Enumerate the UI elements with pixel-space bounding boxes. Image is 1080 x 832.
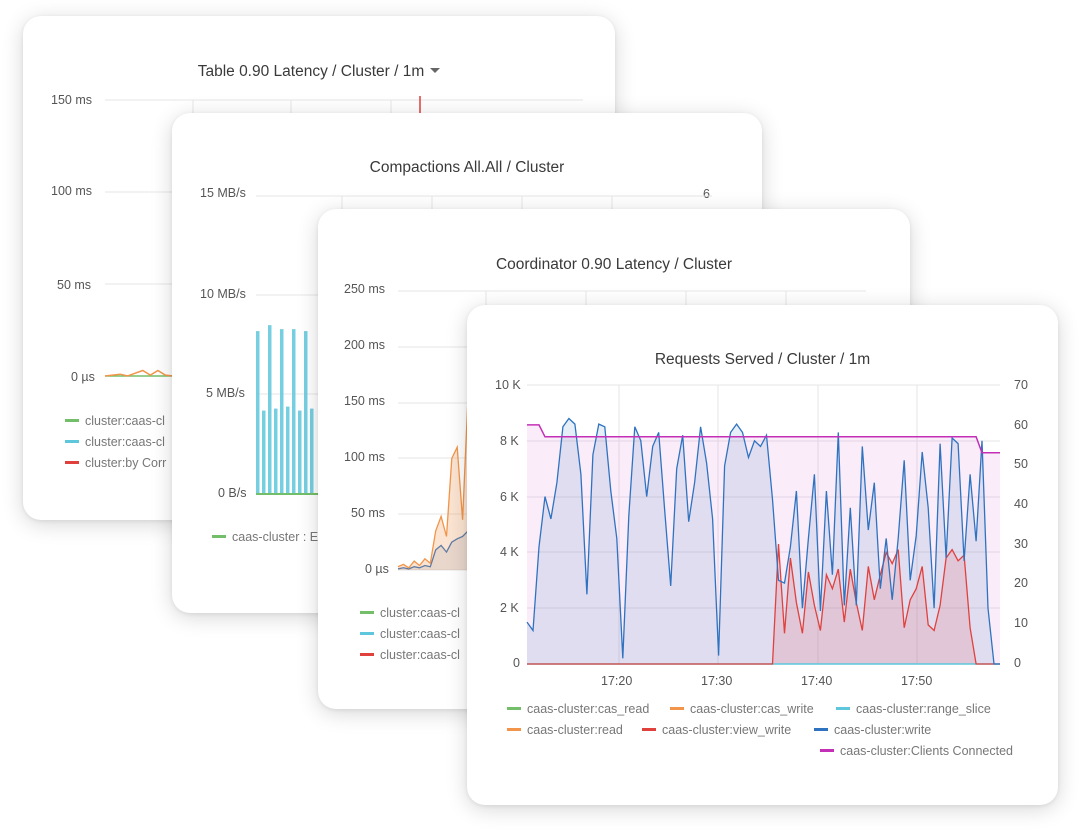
legend-swatch bbox=[360, 653, 374, 657]
y-tick: 0 µs bbox=[71, 370, 95, 384]
panel-title[interactable]: Table 0.90 Latency / Cluster / 1m bbox=[23, 63, 615, 81]
panel-title[interactable]: Requests Served / Cluster / 1m bbox=[654, 351, 871, 368]
legend-item[interactable]: cluster:caas-cl bbox=[360, 627, 460, 641]
y-tick: 10 K bbox=[495, 378, 521, 392]
series-area bbox=[398, 397, 468, 570]
y2-tick: 70 bbox=[1014, 378, 1028, 392]
y-tick: 100 ms bbox=[51, 184, 92, 198]
legend-item[interactable]: cluster:caas-cl bbox=[360, 648, 460, 662]
y-tick: 100 ms bbox=[344, 450, 385, 464]
legend-item[interactable]: cluster:by Corr bbox=[65, 456, 166, 470]
requests-served-plot bbox=[526, 384, 1000, 665]
legend-item[interactable]: caas-cluster : E bbox=[212, 530, 318, 544]
x-tick: 17:40 bbox=[801, 674, 833, 688]
x-tick: 17:50 bbox=[901, 674, 933, 688]
panel-requests-served: Requests Served / Cluster / 1m 10 K 8 K … bbox=[467, 305, 1058, 805]
y2-tick: 60 bbox=[1014, 418, 1028, 432]
chevron-down-icon[interactable] bbox=[430, 68, 441, 74]
series-line bbox=[104, 369, 174, 377]
legend-item[interactable]: caas-cluster:write bbox=[814, 723, 931, 737]
series-line bbox=[527, 424, 1000, 454]
legend-swatch bbox=[814, 728, 828, 732]
series-area bbox=[527, 418, 1000, 664]
y-tick: 6 K bbox=[500, 490, 519, 504]
y-tick: 8 K bbox=[500, 434, 519, 448]
legend-item[interactable]: caas-cluster:read bbox=[507, 723, 623, 737]
y2-tick: 40 bbox=[1014, 497, 1028, 511]
legend-item[interactable]: caas-cluster:view_write bbox=[642, 723, 791, 737]
bar bbox=[304, 331, 308, 494]
y-tick: 200 ms bbox=[344, 338, 385, 352]
y-tick: 0 bbox=[513, 656, 520, 670]
bar bbox=[268, 325, 272, 494]
panel-title[interactable]: Compactions All.All / Cluster bbox=[369, 159, 565, 176]
y-tick: 10 MB/s bbox=[200, 287, 246, 301]
legend-item[interactable]: cluster:caas-cl bbox=[360, 606, 460, 620]
y-tick: 4 K bbox=[500, 545, 519, 559]
legend-swatch bbox=[360, 611, 374, 615]
legend-swatch bbox=[670, 707, 684, 711]
y-tick: 0 µs bbox=[365, 562, 389, 576]
y-tick: 2 K bbox=[500, 601, 519, 615]
legend-item[interactable]: cluster:caas-cl bbox=[65, 414, 165, 428]
bar bbox=[292, 329, 296, 494]
legend-item[interactable]: cluster:caas-cl bbox=[65, 435, 165, 449]
legend-swatch bbox=[836, 707, 850, 711]
x-tick: 17:20 bbox=[601, 674, 633, 688]
bar bbox=[262, 410, 266, 494]
legend-swatch bbox=[507, 707, 521, 711]
panel-title[interactable]: Coordinator 0.90 Latency / Cluster bbox=[495, 256, 733, 273]
legend-swatch bbox=[65, 440, 79, 444]
legend-swatch bbox=[360, 632, 374, 636]
legend-item[interactable]: caas-cluster:range_slice bbox=[836, 702, 991, 716]
y2-tick: 0 bbox=[1014, 656, 1021, 670]
bar bbox=[286, 406, 290, 494]
y2-tick: 20 bbox=[1014, 576, 1028, 590]
legend-swatch bbox=[65, 461, 79, 465]
legend-swatch bbox=[507, 728, 521, 732]
legend-item[interactable]: caas-cluster:cas_write bbox=[670, 702, 814, 716]
legend-swatch bbox=[642, 728, 656, 732]
y2-tick: 6 bbox=[703, 187, 710, 201]
series-line bbox=[527, 543, 1000, 665]
series-line bbox=[397, 396, 469, 569]
y-tick: 150 ms bbox=[344, 394, 385, 408]
series-line bbox=[397, 530, 469, 570]
y-tick: 5 MB/s bbox=[206, 386, 245, 400]
y-tick: 50 ms bbox=[351, 506, 386, 520]
bar bbox=[280, 329, 284, 494]
series-area bbox=[398, 530, 468, 570]
legend-item[interactable]: caas-cluster:Clients Connected bbox=[820, 744, 1013, 758]
legend-swatch bbox=[65, 419, 79, 423]
y-tick: 15 MB/s bbox=[200, 186, 246, 200]
y-tick: 150 ms bbox=[51, 93, 92, 107]
y-tick: 250 ms bbox=[344, 282, 385, 296]
bar bbox=[274, 408, 278, 494]
legend-swatch bbox=[820, 749, 834, 753]
bar bbox=[298, 410, 302, 494]
y-tick: 50 ms bbox=[57, 278, 92, 292]
y-tick: 0 B/s bbox=[218, 486, 247, 500]
y2-tick: 10 bbox=[1014, 616, 1028, 630]
x-tick: 17:30 bbox=[701, 674, 733, 688]
legend-item[interactable]: caas-cluster:cas_read bbox=[507, 702, 649, 716]
bar bbox=[256, 331, 260, 494]
legend-swatch bbox=[212, 535, 226, 539]
bar bbox=[310, 408, 314, 494]
y2-tick: 50 bbox=[1014, 457, 1028, 471]
y2-tick: 30 bbox=[1014, 537, 1028, 551]
